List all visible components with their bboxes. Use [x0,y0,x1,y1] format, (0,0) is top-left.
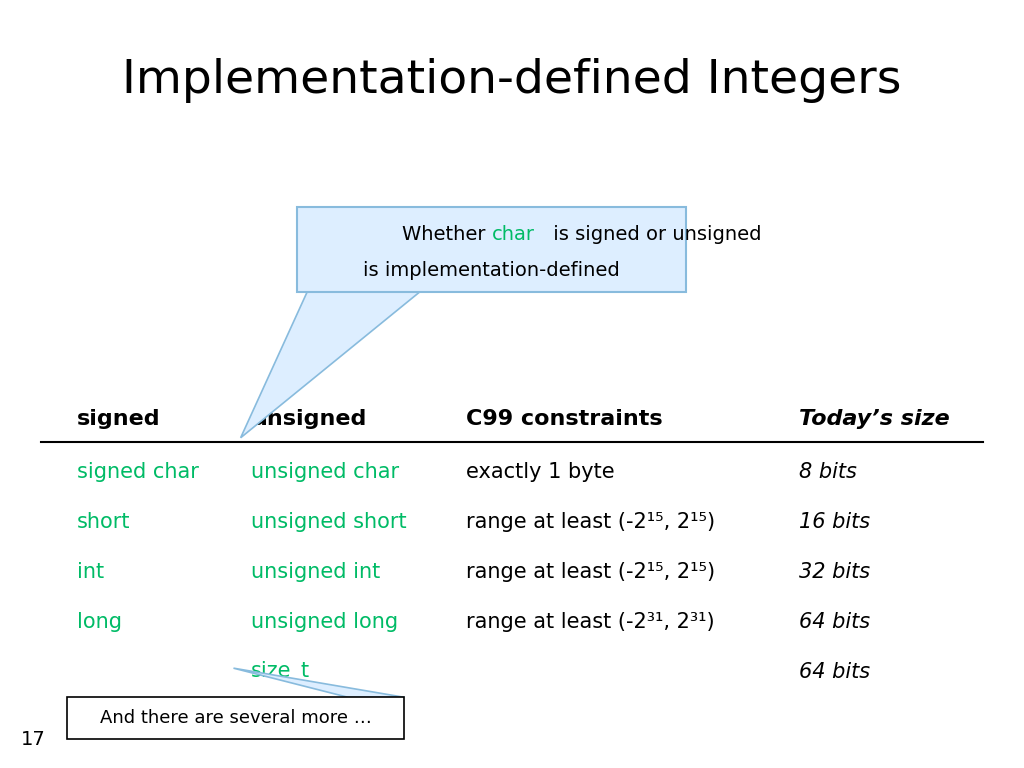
Text: range at least (-2³¹, 2³¹): range at least (-2³¹, 2³¹) [466,612,715,632]
FancyBboxPatch shape [67,697,404,739]
Text: unsigned: unsigned [251,409,367,429]
Text: long: long [77,612,122,632]
Text: C99 constraints: C99 constraints [466,409,663,429]
Text: unsigned long: unsigned long [251,612,398,632]
Text: int: int [77,562,103,582]
Text: 17: 17 [20,730,45,749]
Text: Whether: Whether [401,225,492,244]
Text: unsigned char: unsigned char [251,462,399,482]
FancyBboxPatch shape [297,207,686,292]
Text: And there are several more …: And there are several more … [99,709,372,727]
Polygon shape [233,668,404,697]
Text: 32 bits: 32 bits [799,562,869,582]
Text: Implementation-defined Integers: Implementation-defined Integers [122,58,902,103]
Polygon shape [241,292,420,438]
Text: short: short [77,512,130,532]
Text: unsigned int: unsigned int [251,562,380,582]
Text: signed: signed [77,409,161,429]
Text: is implementation-defined: is implementation-defined [364,261,620,280]
Text: 64 bits: 64 bits [799,662,869,682]
Text: range at least (-2¹⁵, 2¹⁵): range at least (-2¹⁵, 2¹⁵) [466,562,715,582]
Text: exactly 1 byte: exactly 1 byte [466,462,614,482]
Text: unsigned short: unsigned short [251,512,407,532]
Text: Today’s size: Today’s size [799,409,949,429]
Text: 64 bits: 64 bits [799,612,869,632]
Text: 16 bits: 16 bits [799,512,869,532]
Text: size_t: size_t [251,661,310,683]
Text: signed char: signed char [77,462,199,482]
Text: 8 bits: 8 bits [799,462,857,482]
Text: is signed or unsigned: is signed or unsigned [547,225,762,244]
Text: char: char [492,225,535,244]
Text: range at least (-2¹⁵, 2¹⁵): range at least (-2¹⁵, 2¹⁵) [466,512,715,532]
